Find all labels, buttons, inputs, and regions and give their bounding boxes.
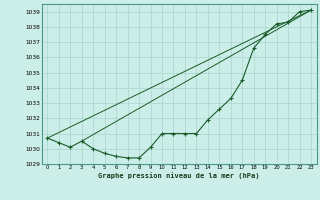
X-axis label: Graphe pression niveau de la mer (hPa): Graphe pression niveau de la mer (hPa) bbox=[99, 172, 260, 179]
